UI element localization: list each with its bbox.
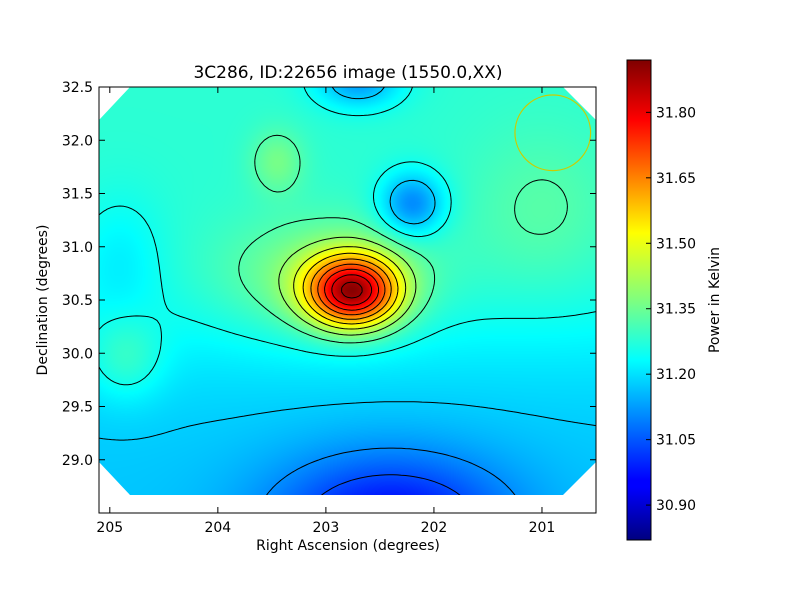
y-tick-label: 29.0	[62, 453, 93, 469]
colorbar-tick-label: 31.65	[656, 171, 696, 187]
contour-line	[324, 268, 379, 311]
x-tick-label: 201	[529, 520, 556, 536]
y-tick-label: 30.0	[62, 346, 93, 362]
x-tick-label: 204	[204, 520, 231, 536]
colorbar-label: Power in Kelvin	[707, 247, 723, 353]
y-tick-label: 30.5	[62, 293, 93, 309]
chart-title: 3C286, ID:22656 image (1550.0,XX)	[193, 63, 502, 83]
contour-line	[238, 134, 568, 344]
colorbar-tick-label: 31.80	[656, 105, 696, 121]
contour-line	[302, 252, 399, 325]
contour-line	[257, 447, 525, 495]
x-axis-ticks: 205 204 203 202 201	[96, 87, 555, 536]
y-tick-label: 32.0	[62, 133, 93, 149]
contour-line	[317, 263, 386, 316]
x-tick-label: 205	[96, 520, 123, 536]
y-axis-ticks: 29.0 29.5 30.0 30.5 31.0 31.5 32.0 32.5	[62, 80, 596, 469]
y-axis-label: Declination (degrees)	[35, 225, 51, 376]
contour-line	[99, 87, 596, 441]
x-tick-label: 203	[313, 520, 340, 536]
contour-line	[293, 246, 407, 330]
y-tick-label: 29.5	[62, 400, 93, 416]
x-tick-label: 202	[421, 520, 448, 536]
contour-line	[310, 258, 392, 320]
contour-line	[99, 87, 596, 386]
contour-lines	[99, 87, 596, 514]
colorbar	[626, 59, 652, 541]
colorbar-tick-label: 31.35	[656, 302, 696, 318]
x-axis-label: Right Ascension (degrees)	[256, 538, 440, 554]
contour-line	[361, 504, 421, 514]
contour-line	[331, 274, 373, 306]
y-tick-label: 31.0	[62, 240, 93, 256]
colorbar-ticks: 30.90 31.05 31.20 31.35 31.50 31.65 31.80	[646, 105, 696, 514]
contour-line	[341, 281, 363, 299]
colorbar-tick-label: 30.90	[656, 498, 696, 514]
heatmap-image	[99, 87, 596, 495]
y-tick-label: 32.5	[62, 80, 93, 96]
colorbar-tick-label: 31.05	[656, 433, 696, 449]
beam-circle	[514, 94, 592, 172]
colorbar-tick-label: 31.50	[656, 236, 696, 252]
colorbar-tick-label: 31.20	[656, 367, 696, 383]
contour-line	[278, 236, 417, 336]
y-tick-label: 31.5	[62, 187, 93, 203]
contour-line	[306, 474, 475, 495]
